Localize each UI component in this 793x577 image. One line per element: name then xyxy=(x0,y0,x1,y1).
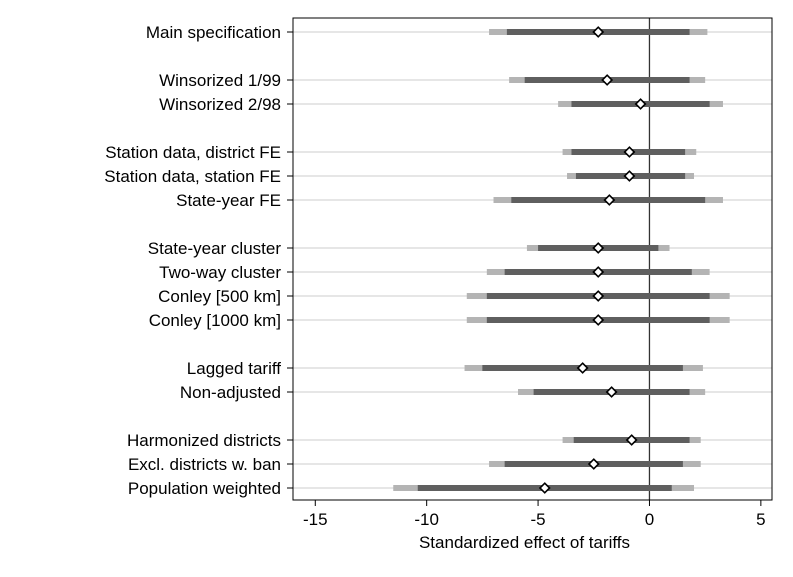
row-label: State-year FE xyxy=(176,191,281,210)
estimate-marker xyxy=(605,386,618,398)
x-tick-label: 0 xyxy=(645,510,654,529)
x-axis: -15 -10 -5 0 5 xyxy=(303,500,766,529)
estimate-marker xyxy=(592,242,605,254)
row-label: Winsorized 2/98 xyxy=(159,95,281,114)
row-label: Conley [500 km] xyxy=(158,287,281,306)
row-label: Main specification xyxy=(146,23,281,42)
row-label: Two-way cluster xyxy=(159,263,281,282)
estimate-marker xyxy=(576,362,589,374)
row-label: Harmonized districts xyxy=(127,431,281,450)
estimate-marker xyxy=(592,266,605,278)
row-label: Winsorized 1/99 xyxy=(159,71,281,90)
row-label: Station data, district FE xyxy=(105,143,281,162)
estimate-marker xyxy=(625,434,638,446)
confidence-intervals xyxy=(393,29,730,491)
estimate-marker xyxy=(592,26,605,38)
plot-frame xyxy=(292,17,773,501)
estimate-marker xyxy=(623,146,636,158)
estimate-marker xyxy=(601,74,614,86)
estimate-marker xyxy=(634,98,647,110)
x-tick-label: -10 xyxy=(414,510,439,529)
x-tick-label: -15 xyxy=(303,510,328,529)
estimate-marker xyxy=(623,170,636,182)
point-estimates xyxy=(538,26,647,494)
x-tick-label: 5 xyxy=(756,510,765,529)
row-label: Excl. districts w. ban xyxy=(128,455,281,474)
row-label: Conley [1000 km] xyxy=(149,311,281,330)
x-axis-title: Standardized effect of tariffs xyxy=(419,533,630,552)
estimate-marker xyxy=(592,290,605,302)
row-label: State-year cluster xyxy=(148,239,282,258)
row-label: Lagged tariff xyxy=(187,359,281,378)
estimate-marker xyxy=(538,482,551,494)
estimate-marker xyxy=(603,194,616,206)
row-label: Population weighted xyxy=(128,479,281,498)
grid-lines xyxy=(293,31,772,489)
x-tick-label: -5 xyxy=(531,510,546,529)
row-label: Non-adjusted xyxy=(180,383,281,402)
row-label: Station data, station FE xyxy=(104,167,281,186)
estimate-marker xyxy=(592,314,605,326)
estimate-marker xyxy=(587,458,600,470)
row-labels: Main specification Winsorized 1/99 Winsori… xyxy=(104,23,293,498)
